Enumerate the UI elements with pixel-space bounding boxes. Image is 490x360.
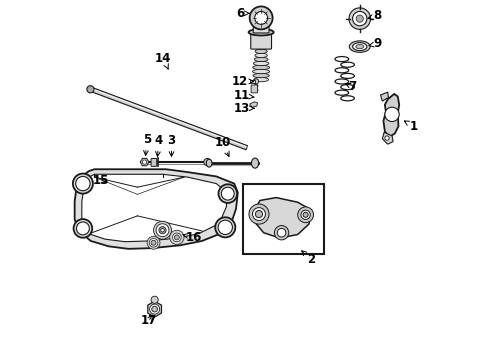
Polygon shape	[74, 169, 238, 249]
Circle shape	[349, 8, 370, 30]
Circle shape	[255, 211, 263, 218]
Polygon shape	[255, 198, 310, 238]
Circle shape	[76, 176, 90, 191]
Ellipse shape	[349, 41, 370, 52]
Circle shape	[252, 208, 266, 221]
Text: 4: 4	[155, 134, 163, 157]
Circle shape	[151, 296, 158, 303]
Circle shape	[218, 220, 232, 234]
Ellipse shape	[353, 42, 367, 50]
Text: 16: 16	[183, 231, 202, 244]
Text: 7: 7	[345, 80, 357, 93]
Circle shape	[255, 12, 268, 24]
Text: 13: 13	[233, 102, 254, 115]
Polygon shape	[140, 158, 149, 166]
Circle shape	[147, 236, 160, 249]
Circle shape	[172, 233, 181, 242]
Text: 15: 15	[93, 174, 109, 186]
Circle shape	[149, 238, 158, 247]
Circle shape	[274, 226, 289, 240]
Circle shape	[353, 12, 367, 26]
FancyBboxPatch shape	[251, 85, 258, 93]
Ellipse shape	[206, 159, 212, 167]
Polygon shape	[383, 94, 399, 137]
Ellipse shape	[253, 65, 270, 69]
Circle shape	[204, 158, 211, 166]
Circle shape	[301, 210, 310, 220]
Text: 17: 17	[141, 314, 157, 327]
Ellipse shape	[254, 77, 269, 82]
Circle shape	[250, 6, 272, 30]
Text: 9: 9	[369, 37, 382, 50]
Circle shape	[298, 207, 314, 223]
Circle shape	[254, 84, 258, 88]
Ellipse shape	[254, 57, 268, 62]
Circle shape	[221, 187, 234, 200]
Circle shape	[149, 304, 160, 314]
Ellipse shape	[253, 73, 270, 78]
Circle shape	[73, 174, 93, 194]
Ellipse shape	[255, 53, 268, 58]
Text: 6: 6	[237, 7, 249, 20]
Polygon shape	[381, 92, 389, 101]
Ellipse shape	[255, 49, 267, 54]
Polygon shape	[382, 132, 393, 144]
Circle shape	[303, 212, 308, 217]
Polygon shape	[148, 301, 162, 317]
FancyBboxPatch shape	[251, 31, 271, 49]
Polygon shape	[88, 86, 247, 150]
Circle shape	[215, 217, 235, 237]
Ellipse shape	[255, 45, 268, 49]
Text: 1: 1	[404, 120, 417, 133]
Bar	[250, 80, 255, 83]
Circle shape	[385, 107, 399, 122]
Circle shape	[385, 136, 389, 140]
Text: 3: 3	[168, 134, 175, 156]
Text: 8: 8	[368, 9, 382, 22]
Text: 2: 2	[302, 251, 316, 266]
Circle shape	[87, 86, 94, 93]
Circle shape	[153, 221, 172, 239]
Text: 10: 10	[214, 136, 230, 156]
Circle shape	[161, 228, 164, 232]
Circle shape	[156, 224, 169, 237]
Text: 12: 12	[232, 75, 254, 88]
Circle shape	[76, 222, 89, 235]
Ellipse shape	[248, 29, 274, 36]
Ellipse shape	[356, 44, 364, 49]
Polygon shape	[250, 102, 258, 107]
FancyBboxPatch shape	[151, 158, 157, 166]
Polygon shape	[82, 174, 227, 242]
Ellipse shape	[253, 61, 269, 66]
Circle shape	[152, 306, 157, 312]
Circle shape	[277, 228, 286, 237]
FancyBboxPatch shape	[253, 17, 269, 33]
Circle shape	[159, 226, 166, 234]
Text: 5: 5	[143, 133, 151, 156]
Text: 14: 14	[155, 51, 172, 69]
Circle shape	[170, 230, 184, 244]
Circle shape	[151, 240, 156, 245]
Circle shape	[74, 219, 92, 238]
Circle shape	[174, 235, 179, 240]
Circle shape	[219, 184, 237, 203]
Circle shape	[356, 15, 364, 22]
Text: 11: 11	[233, 89, 254, 102]
Circle shape	[254, 79, 259, 84]
Ellipse shape	[252, 69, 270, 74]
Circle shape	[254, 88, 258, 92]
Bar	[243, 184, 324, 253]
Circle shape	[249, 204, 269, 224]
Circle shape	[143, 160, 147, 164]
Ellipse shape	[251, 158, 259, 168]
